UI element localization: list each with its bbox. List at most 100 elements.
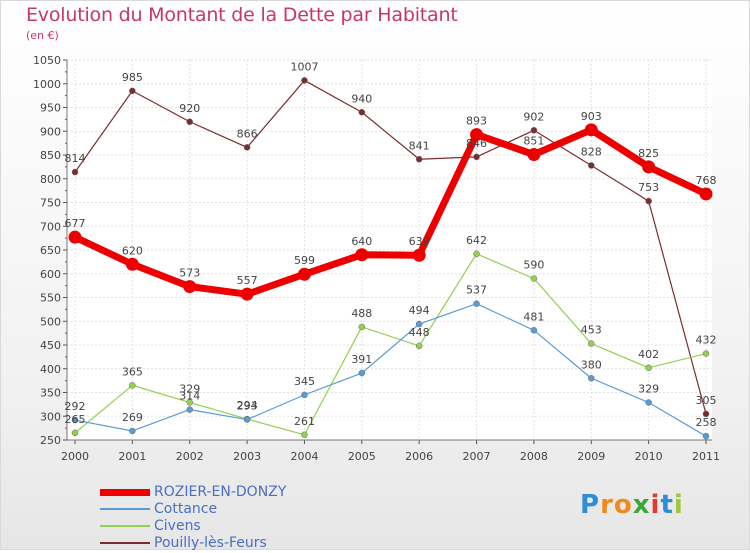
data-label: 488: [351, 307, 372, 320]
y-tick-label: 650: [40, 244, 61, 257]
data-point: [415, 156, 423, 163]
data-label: 261: [294, 415, 315, 428]
data-point: [71, 168, 79, 176]
data-label: 640: [351, 235, 372, 248]
data-label: 481: [523, 310, 544, 323]
chart-title: Evolution du Montant de la Dette par Hab…: [26, 4, 458, 26]
data-point: [183, 280, 197, 294]
x-tick-label: 2003: [233, 450, 261, 463]
y-tick-label: 500: [40, 315, 61, 328]
y-tick-label: 800: [40, 173, 61, 186]
data-label: 402: [638, 348, 659, 361]
data-label: 329: [179, 382, 200, 395]
data-label: 940: [351, 92, 372, 105]
data-point: [358, 109, 366, 116]
logo-letter: r: [600, 490, 614, 520]
data-label: 391: [351, 353, 372, 366]
data-label: 365: [122, 365, 143, 378]
x-tick-label: 2005: [348, 450, 376, 463]
data-point: [129, 382, 136, 389]
y-tick-label: 1000: [33, 78, 61, 91]
data-point: [301, 391, 308, 399]
x-tick-label: 2000: [61, 450, 89, 463]
data-label: 345: [294, 375, 315, 388]
data-point: [186, 399, 193, 406]
y-tick-label: 1050: [33, 54, 61, 67]
data-label: 825: [638, 147, 659, 160]
data-point: [71, 416, 79, 424]
x-tick-label: 2002: [176, 450, 204, 463]
proxiti-logo: Proxiti: [580, 490, 684, 520]
data-point: [358, 323, 366, 331]
data-label: 866: [237, 127, 258, 140]
data-label: 642: [466, 234, 487, 247]
data-label: 620: [122, 244, 143, 257]
legend-label-civens: Civens: [154, 518, 201, 534]
data-point: [243, 416, 251, 423]
data-point: [473, 300, 480, 307]
data-point: [702, 350, 710, 357]
data-label: 753: [638, 181, 659, 194]
data-point: [588, 340, 595, 347]
x-tick-label: 2009: [577, 450, 605, 463]
y-tick-label: 450: [40, 339, 61, 352]
data-point: [301, 77, 308, 84]
legend-swatch-rozier: [100, 489, 150, 496]
x-tick-label: 2010: [635, 450, 663, 463]
data-point: [645, 364, 652, 372]
y-tick-label: 250: [40, 434, 61, 447]
data-label: 269: [122, 411, 143, 424]
data-point: [240, 287, 254, 301]
data-label: 1007: [290, 60, 318, 73]
data-label: 258: [696, 416, 717, 429]
data-point: [588, 375, 595, 382]
data-point: [584, 123, 598, 137]
logo-letter: x: [632, 490, 651, 520]
data-point: [68, 230, 82, 244]
data-point: [470, 128, 484, 142]
data-label: 893: [466, 115, 487, 128]
axes: 250 300 350 400 450 500 550 600 650 700 750 800 850 9…: [33, 54, 720, 463]
data-label: 432: [696, 334, 717, 347]
data-label: 305: [696, 394, 717, 407]
data-label: 677: [65, 217, 86, 230]
legend-label-cottance: Cottance: [154, 501, 218, 517]
data-point: [527, 148, 541, 162]
data-point: [645, 197, 652, 205]
data-point: [301, 431, 308, 439]
x-tick-label: 2011: [692, 450, 720, 463]
data-label: 314: [179, 390, 200, 403]
data-label: 292: [65, 400, 86, 413]
data-label: 557: [237, 274, 258, 287]
data-label: 380: [581, 358, 602, 371]
logo-letter: t: [660, 490, 674, 520]
data-point: [186, 118, 193, 125]
y-tick-label: 400: [40, 363, 61, 376]
y-tick-label: 750: [40, 197, 61, 210]
data-point: [645, 399, 652, 406]
logo-letter: i: [650, 490, 661, 520]
logo-letter: P: [580, 490, 601, 520]
series-line-3: [74, 79, 707, 415]
data-label: 294: [237, 399, 258, 412]
data-label: 329: [638, 382, 659, 395]
x-tick-label: 2001: [118, 450, 146, 463]
data-label: 639: [409, 235, 430, 248]
y-tick-label: 700: [40, 220, 61, 233]
legend-label-pouilly: Pouilly-lès-Feurs: [154, 535, 267, 551]
data-point: [243, 144, 251, 151]
data-label: 599: [294, 254, 315, 267]
data-point: [530, 127, 538, 134]
data-label: 448: [409, 326, 430, 339]
grid: [67, 59, 712, 441]
data-point: [642, 160, 656, 174]
data-point: [125, 257, 139, 271]
series-line-2: [74, 253, 707, 436]
y-tick-label: 950: [40, 102, 61, 115]
data-point: [699, 187, 713, 201]
x-tick-label: 2004: [290, 450, 318, 463]
y-tick-label: 600: [40, 268, 61, 281]
data-point: [702, 432, 710, 440]
data-point: [415, 342, 423, 350]
